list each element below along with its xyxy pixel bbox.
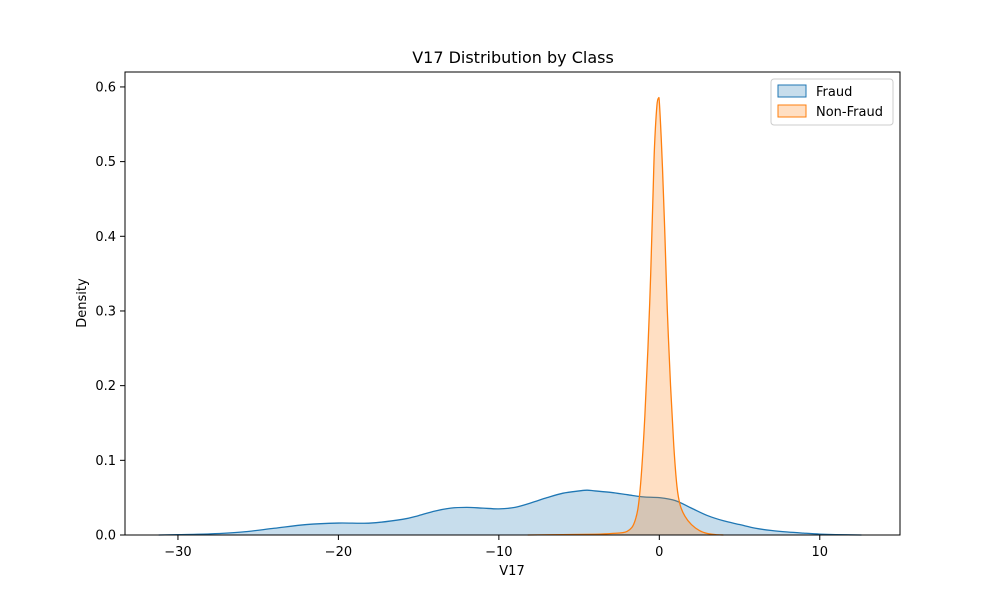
legend-label-fraud: Fraud xyxy=(816,85,852,100)
x-axis-label: V17 xyxy=(499,564,524,579)
x-tick-label: −10 xyxy=(485,545,512,560)
x-tick-label: −30 xyxy=(164,545,191,560)
x-tick-label: −20 xyxy=(325,545,352,560)
y-tick-label: 0.5 xyxy=(95,155,116,170)
plot-frame xyxy=(124,71,901,536)
y-tick-label: 0.4 xyxy=(95,230,116,245)
y-axis-ticks: 0.0 0.1 0.2 0.3 0.4 0.5 0.6 xyxy=(95,80,125,544)
y-tick-label: 0.0 xyxy=(95,529,116,544)
legend-label-non-fraud: Non-Fraud xyxy=(816,105,883,120)
y-tick-label: 0.3 xyxy=(95,304,116,319)
legend-swatch-fraud xyxy=(777,84,807,98)
y-tick-label: 0.1 xyxy=(95,454,116,469)
density-areas xyxy=(158,96,862,536)
legend: Fraud Non-Fraud xyxy=(770,78,894,126)
series-line-non-fraud xyxy=(527,96,724,536)
legend-swatch-non-fraud xyxy=(777,104,807,118)
legend-frame xyxy=(770,78,894,126)
y-axis-label: Density xyxy=(75,278,90,328)
chart-title: V17 Distribution by Class xyxy=(412,48,614,67)
series-line-fraud xyxy=(158,489,862,536)
x-tick-label: 0 xyxy=(655,545,663,560)
x-axis-ticks: −30 −20 −10 0 10 xyxy=(164,535,828,560)
y-tick-label: 0.2 xyxy=(95,379,116,394)
x-tick-label: 10 xyxy=(811,545,828,560)
y-tick-label: 0.6 xyxy=(95,80,116,95)
